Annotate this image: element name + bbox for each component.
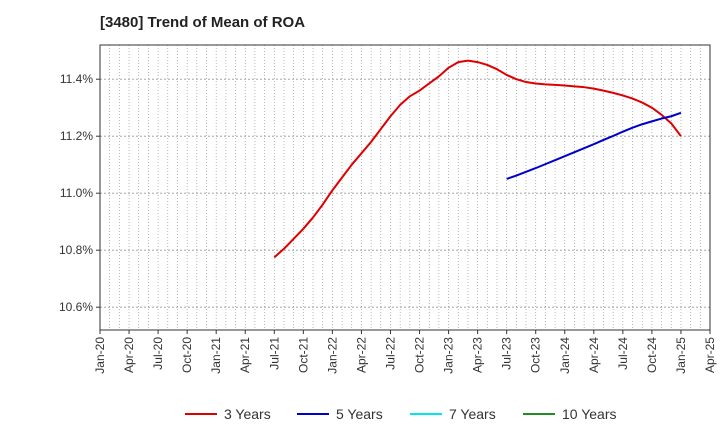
- x-tick-label: Apr-21: [238, 337, 252, 373]
- legend-label-3-years: 3 Years: [224, 406, 271, 422]
- x-tick-label: Oct-21: [296, 337, 310, 373]
- x-tick-label: Jul-21: [267, 337, 281, 370]
- x-tick-label: Jan-22: [325, 337, 339, 374]
- plot-area-border: [99, 44, 711, 331]
- x-tick-label: Oct-20: [180, 337, 194, 373]
- x-axis: Jan-20 Apr-20 Jul-20 Oct-20 Jan-21 Apr-21 Jul-…: [93, 330, 717, 374]
- x-tick-label: Apr-23: [471, 337, 485, 373]
- chart-title: [3480] Trend of Mean of ROA: [100, 14, 306, 31]
- legend-label-5-years: 5 Years: [336, 406, 383, 422]
- x-tick-label: Jul-24: [616, 337, 630, 370]
- y-tick-label: 11.2%: [60, 129, 93, 143]
- y-axis: 10.6% 10.8% 11.0% 11.2% 11.4%: [59, 72, 100, 314]
- x-tick-label: Apr-24: [587, 337, 601, 373]
- x-tick-label: Oct-22: [413, 337, 427, 373]
- x-tick-label: Oct-24: [645, 337, 659, 373]
- legend: 3 Years 5 Years 7 Years 10 Years: [185, 406, 617, 422]
- legend-label-7-years: 7 Years: [449, 406, 496, 422]
- y-tick-label: 10.8%: [59, 243, 93, 257]
- y-tick-label: 11.0%: [60, 186, 93, 200]
- series-layer: [273, 59, 682, 259]
- x-tick-label: Apr-22: [354, 337, 368, 373]
- x-tick-label: Jan-25: [674, 337, 688, 374]
- x-tick-label: Jan-20: [93, 337, 107, 374]
- x-tick-label: Apr-25: [703, 337, 717, 373]
- series-line-5-years: [506, 111, 682, 180]
- y-tick-label: 11.4%: [60, 72, 93, 86]
- x-tick-label: Jan-21: [209, 337, 223, 374]
- x-tick-label: Jul-22: [383, 337, 397, 370]
- x-tick-label: Jan-23: [442, 337, 456, 374]
- x-tick-label: Jan-24: [558, 337, 572, 374]
- x-tick-label: Jul-23: [500, 337, 514, 370]
- grid: [100, 45, 710, 330]
- x-tick-label: Apr-20: [122, 337, 136, 373]
- x-tick-label: Jul-20: [151, 337, 165, 370]
- legend-label-10-years: 10 Years: [562, 406, 617, 422]
- y-tick-label: 10.6%: [59, 300, 93, 314]
- series-line-3-years: [273, 59, 682, 259]
- x-tick-label: Oct-23: [529, 337, 543, 373]
